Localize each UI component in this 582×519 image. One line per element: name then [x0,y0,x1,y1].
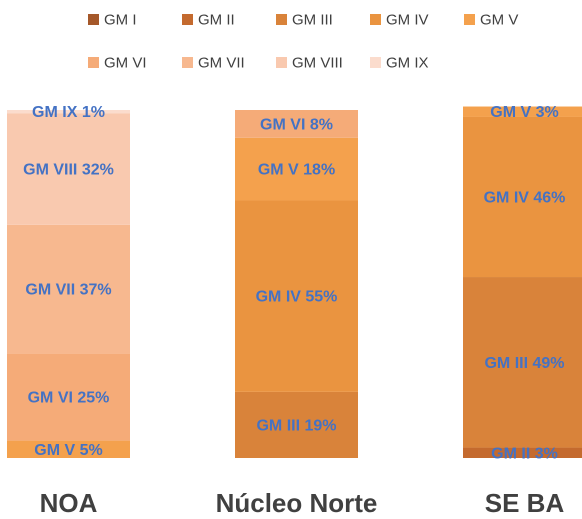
data-label-noa-gm-viii: GM VIII 32% [23,162,114,179]
legend-item-gm-i: GM I [88,12,137,29]
legend-swatch [464,14,475,25]
legend-swatch [88,57,99,68]
data-label-se-ba-gm-iii: GM III 49% [484,355,564,372]
legend-label: GM IV [386,12,429,29]
data-label-se-ba-gm-ii: GM II 3% [491,445,558,462]
bar-segment-noa-gm-viii [7,113,130,225]
data-label-n-cleo-norte-gm-iii: GM III 19% [256,417,336,434]
data-label-noa-gm-vi: GM VI 25% [28,390,110,407]
legend-swatch [370,57,381,68]
legend-swatch [370,14,381,25]
bar-segment-noa-gm-vi [7,353,130,441]
legend-item-gm-iii: GM III [276,12,333,29]
bar-segment-noa-gm-vii [7,224,130,354]
legend-label: GM VIII [292,55,343,72]
legend-label: GM VII [198,55,245,72]
legend-swatch [182,14,193,25]
category-axis: NOA Núcleo Norte SE BA [40,488,565,518]
legend-label: GM I [104,12,137,29]
legend-item-gm-vi: GM VI [88,55,147,72]
bar-segment-n-cleo-norte-gm-iii [235,391,358,458]
legend-label: GM II [198,12,235,29]
category-label-n-cleo-norte: Núcleo Norte [216,488,378,518]
plot-area: GM V 5% GM VI 25% GM VII 37% GM VIII 32% GM … [7,104,582,462]
data-label-n-cleo-norte-gm-v: GM V 18% [258,162,335,179]
bar-segment-se-ba-gm-iv [463,116,582,278]
bar-segment-n-cleo-norte-gm-v [235,137,358,201]
data-label-noa-gm-v: GM V 5% [34,442,102,459]
data-label-noa-gm-vii: GM VII 37% [25,282,111,299]
legend-label: GM III [292,12,333,29]
bar-segment-noa-gm-ix [7,110,130,114]
legend-item-gm-iv: GM IV [370,12,429,29]
bar-noa: GM V 5% GM VI 25% GM VII 37% GM VIII 32% GM … [7,104,130,459]
legend-item-gm-ix: GM IX [370,55,429,72]
category-label-noa: NOA [40,488,98,518]
legend-swatch [276,57,287,68]
data-label-noa-gm-ix: GM IX 1% [32,104,105,121]
category-label-se-ba: SE BA [485,488,565,518]
legend-item-gm-vii: GM VII [182,55,245,72]
bar-n-cleo-norte: GM III 19% GM IV 55% GM V 18% GM VI 8% [235,110,358,458]
data-label-se-ba-gm-v: GM V 3% [490,104,558,121]
legend-item-gm-viii: GM VIII [276,55,343,72]
legend-swatch [182,57,193,68]
legend-item-gm-ii: GM II [182,12,235,29]
data-label-n-cleo-norte-gm-vi: GM VI 8% [260,116,333,133]
legend-label: GM VI [104,55,147,72]
bar-se-ba: GM II 3% GM III 49% GM IV 46% GM V 3% [463,104,582,462]
data-label-n-cleo-norte-gm-iv: GM IV 55% [256,289,338,306]
bar-segment-se-ba-gm-v [463,106,582,117]
data-label-se-ba-gm-iv: GM IV 46% [484,190,566,207]
legend-label: GM V [480,12,518,29]
legend-swatch [88,14,99,25]
bar-segment-se-ba-gm-ii [463,447,582,458]
bar-segment-se-ba-gm-iii [463,277,582,448]
legend-label: GM IX [386,55,429,72]
bar-segment-n-cleo-norte-gm-iv [235,200,358,392]
legend-swatch [276,14,287,25]
bar-segment-n-cleo-norte-gm-vi [235,110,358,138]
bar-segment-noa-gm-v [7,440,130,458]
chart-legend: GM I GM II GM III GM IV GM V GM VI GM VII GM VI… [88,12,518,72]
legend-item-gm-v: GM V [464,12,518,29]
